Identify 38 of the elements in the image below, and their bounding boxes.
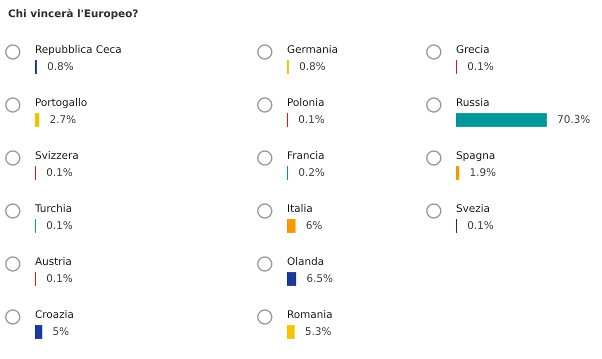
data-label: 2.7% — [50, 115, 76, 124]
data-label: 5.3% — [306, 327, 331, 336]
data-label: 0.1% — [468, 221, 494, 230]
category-label: Germania — [288, 45, 338, 54]
category-label: Romania — [288, 310, 332, 318]
category-label: Croazia — [36, 310, 73, 318]
category-label: Polonia — [288, 98, 324, 106]
category-label: Spagna — [456, 151, 494, 162]
data-label: 5% — [53, 327, 68, 336]
data-label: 0.2% — [299, 168, 324, 176]
data-label: 6% — [306, 221, 322, 230]
category-label: Svezia — [456, 204, 489, 212]
category-label: Austria — [35, 257, 71, 266]
data-label: 0.8% — [300, 62, 326, 70]
data-label: 6.5% — [307, 274, 332, 282]
bar — [35, 325, 42, 339]
data-label: 0.1% — [46, 274, 72, 282]
bar — [287, 219, 296, 233]
category-label: Olanda — [288, 257, 324, 266]
category-label: Russia — [457, 98, 489, 106]
category-label: Grecia — [456, 45, 489, 54]
data-label: 0.1% — [468, 62, 494, 70]
category-label: Repubblica Ceca — [36, 45, 121, 56]
category-label: Portogallo — [36, 98, 87, 108]
data-label: 0.1% — [298, 115, 324, 124]
data-label: 70.3% — [558, 115, 590, 124]
data-label: 0.1% — [46, 221, 72, 230]
category-label: Turchia — [34, 204, 72, 212]
category-label: Francia — [288, 151, 324, 160]
bar — [35, 113, 40, 127]
data-label: 0.8% — [48, 62, 74, 70]
data-label: 0.1% — [46, 168, 72, 176]
bar — [287, 272, 296, 286]
data-label: 1.9% — [470, 168, 496, 176]
category-label: Svizzera — [36, 151, 78, 160]
category-label: Italia — [288, 204, 312, 212]
text: Chi vincerà l'Europeo? — [8, 8, 138, 20]
bar — [287, 325, 295, 339]
